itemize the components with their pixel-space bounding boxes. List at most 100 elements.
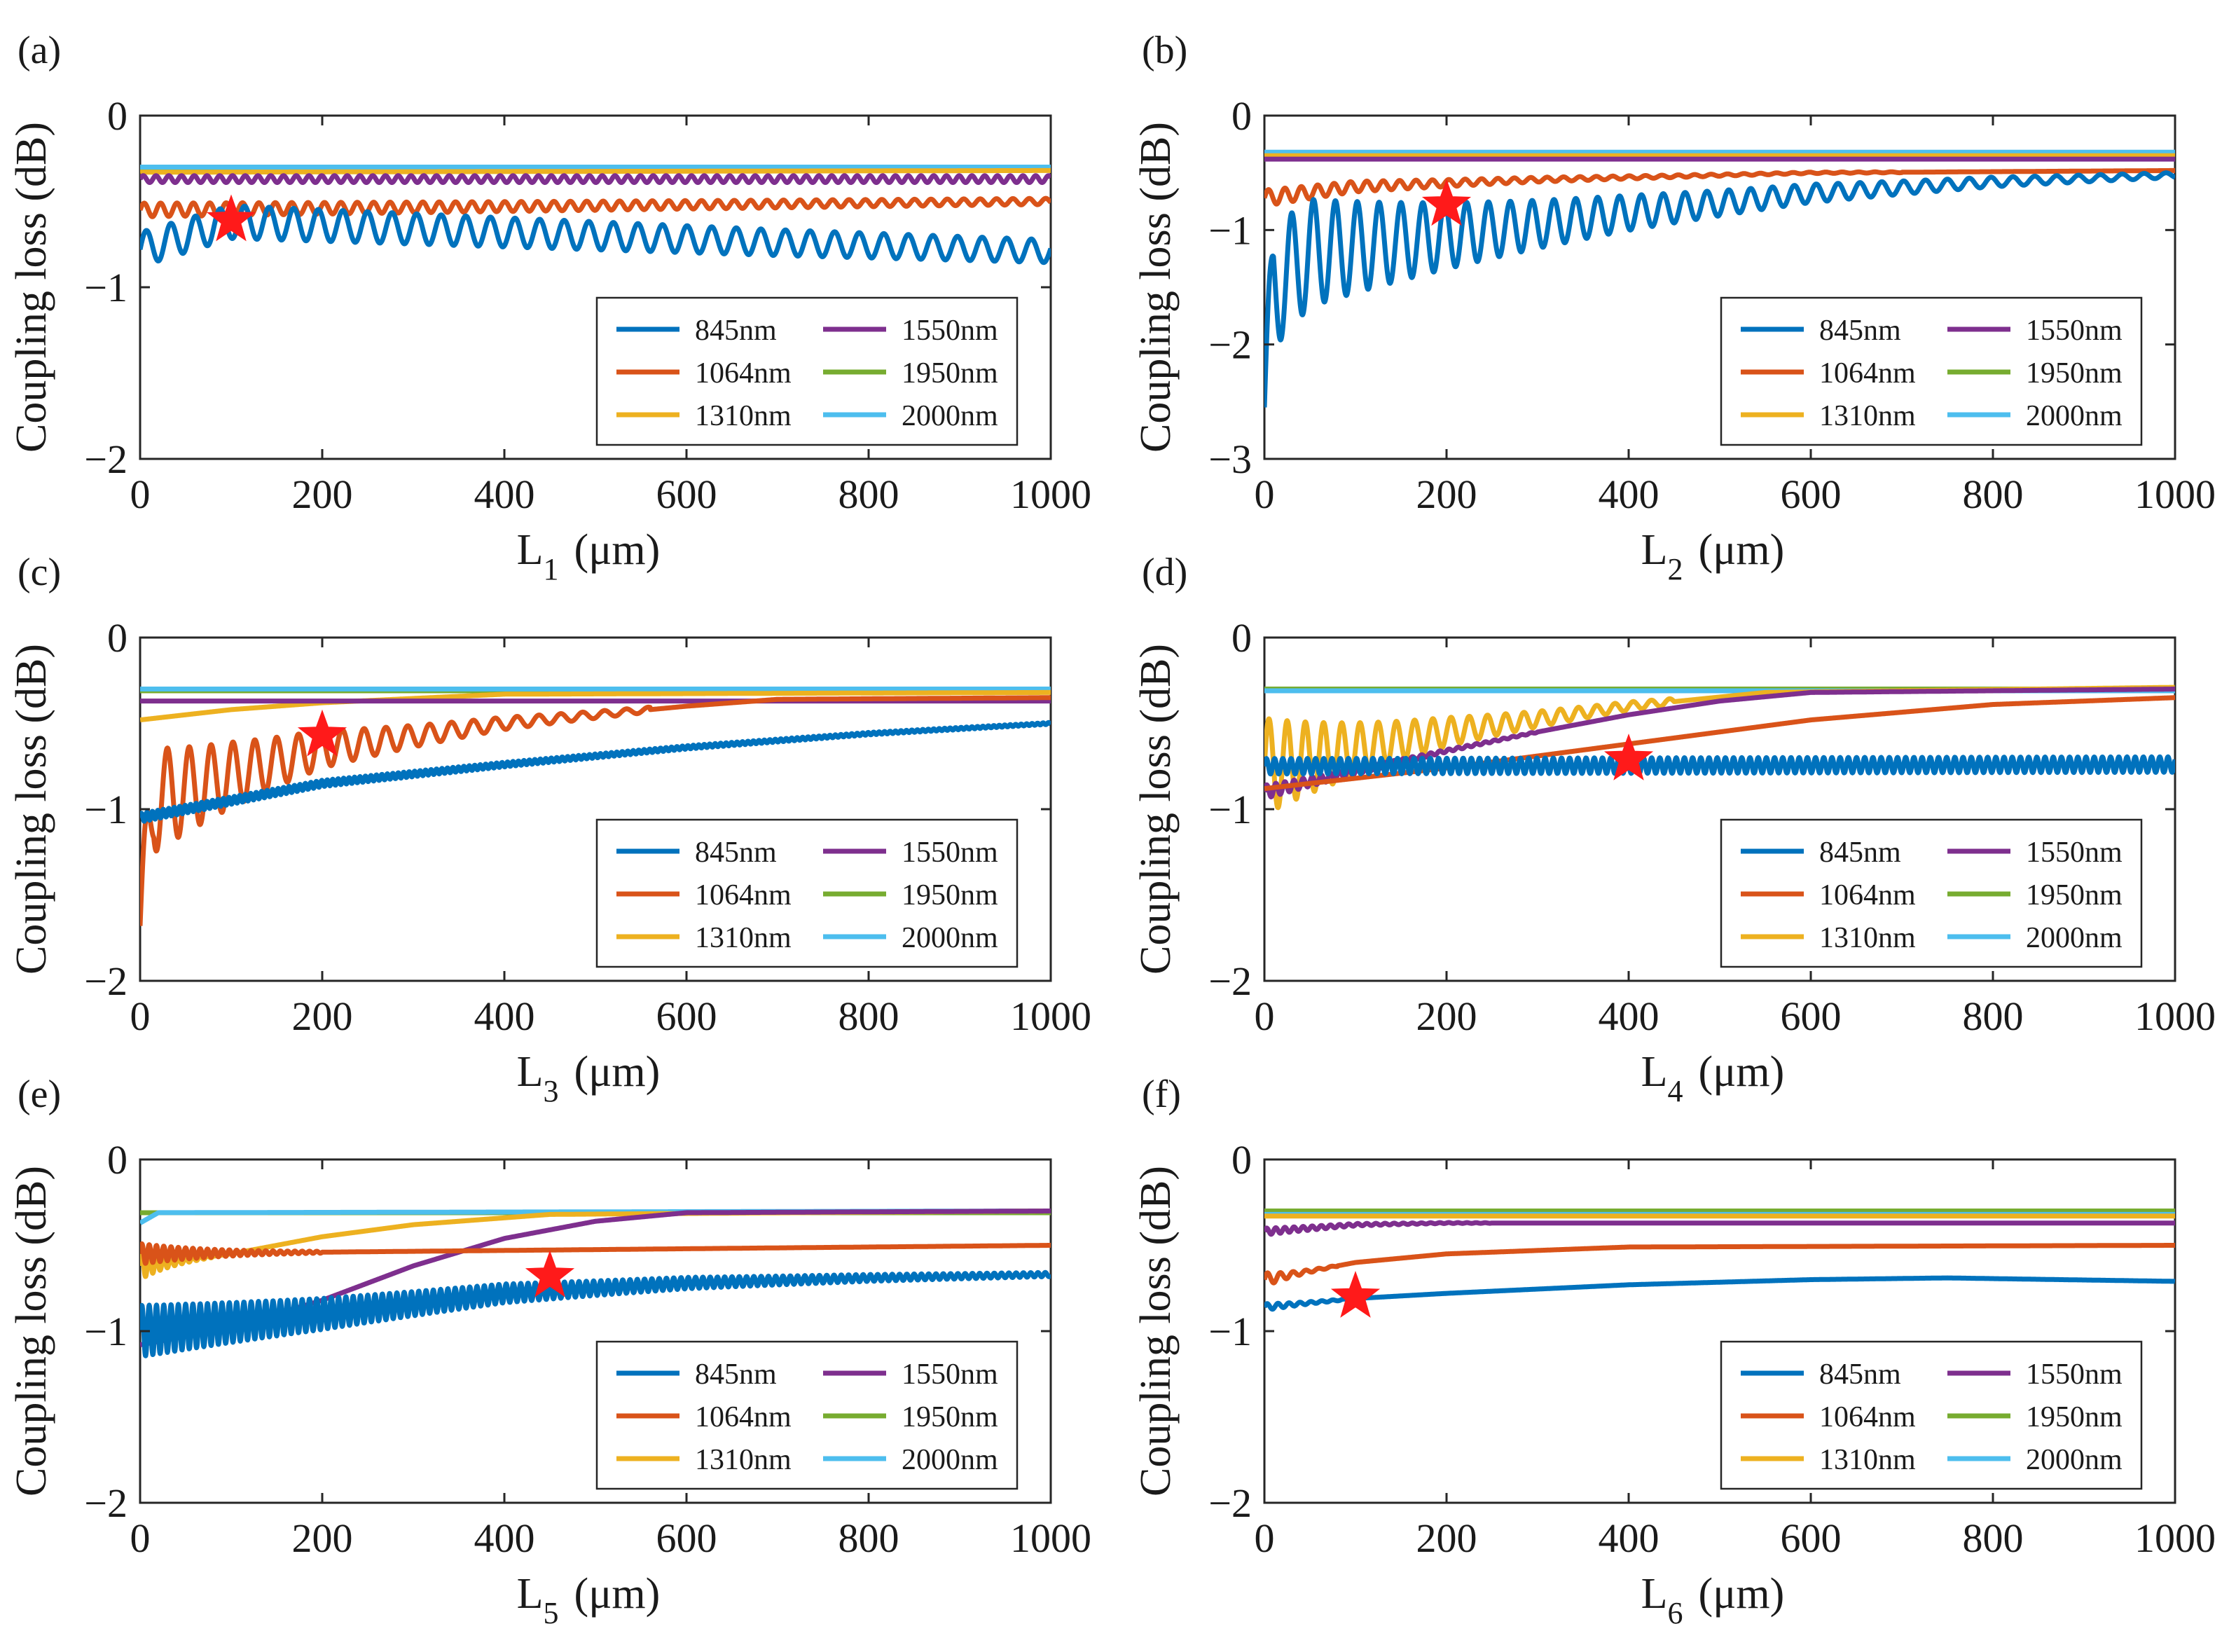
- x-tick-label: 800: [838, 1515, 899, 1561]
- series-line-1310nm: [140, 689, 1051, 723]
- x-tick-label: 0: [130, 471, 151, 517]
- legend-label-1550nm: 1550nm: [2026, 315, 2123, 347]
- x-tick-label: 600: [656, 471, 717, 517]
- x-axis-label-unit: (μm): [574, 1570, 661, 1618]
- legend-label-1550nm: 1550nm: [902, 315, 998, 347]
- legend-label-845nm: 845nm: [1819, 315, 1901, 347]
- chart-panel-b: (b) 0 200 400 600 800 1000 0 −1 −2 −3 Coupling loss…: [1132, 29, 2216, 586]
- x-tick-label: 800: [1963, 993, 2024, 1039]
- x-tick-label: 200: [1416, 1515, 1477, 1561]
- x-axis-label: L5 (μm): [517, 1570, 661, 1630]
- x-tick-label: 0: [130, 1515, 151, 1561]
- y-tick-label: 0: [107, 1137, 127, 1183]
- x-tick-label: 600: [1781, 993, 1842, 1039]
- x-tick-label: 200: [292, 471, 353, 517]
- plot-area: [1264, 1209, 2175, 1312]
- axes-frame: [1263, 114, 2176, 460]
- x-tick-label: 200: [292, 993, 353, 1039]
- x-axis-label: L2 (μm): [1641, 526, 1785, 586]
- legend-label-1950nm: 1950nm: [2026, 357, 2123, 390]
- y-tick-label: −1: [84, 1309, 127, 1354]
- y-axis-label: Coupling loss (dB): [8, 122, 55, 453]
- x-axis-label-unit: (μm): [1699, 1570, 1785, 1618]
- series-line-1064nm: [140, 195, 1051, 219]
- x-axis-label-unit: (μm): [574, 1048, 661, 1096]
- y-tick-label: −2: [1208, 958, 1252, 1004]
- x-tick-label: 400: [474, 993, 535, 1039]
- x-axis-label: L4 (μm): [1641, 1048, 1785, 1108]
- chart-panel-a: (a) 0 200 400 600 800 1000 0 −1 −2 Coupling loss (…: [8, 29, 1091, 586]
- x-tick-label: 200: [292, 1515, 353, 1561]
- y-tick-label: 0: [1231, 93, 1252, 139]
- x-tick-label: 600: [656, 993, 717, 1039]
- star-marker: [1330, 1271, 1381, 1318]
- x-tick-label: 400: [1599, 993, 1659, 1039]
- x-tick-label: 0: [1255, 1515, 1275, 1561]
- x-tick-label: 400: [474, 1515, 535, 1561]
- legend-label-1950nm: 1950nm: [902, 357, 998, 390]
- x-tick-label: 0: [130, 993, 151, 1039]
- legend-label-2000nm: 2000nm: [902, 1444, 998, 1476]
- legend-label-1064nm: 1064nm: [1819, 357, 1916, 390]
- x-tick-label: 1000: [1010, 993, 1091, 1039]
- legend-label-1310nm: 1310nm: [1819, 922, 1916, 954]
- y-tick-label: −2: [1208, 1480, 1252, 1526]
- x-axis-label-main: L: [1641, 1048, 1668, 1096]
- legend-label-1950nm: 1950nm: [902, 879, 998, 911]
- y-axis-label: Coupling loss (dB): [8, 1166, 55, 1496]
- x-tick-label: 0: [1255, 471, 1275, 517]
- x-axis-label-main: L: [1641, 1570, 1668, 1618]
- series-line-845nm: [140, 720, 1051, 824]
- legend-label-1550nm: 1550nm: [902, 837, 998, 869]
- chart-panel-f: (f) 0 200 400 600 800 1000 0 −1 −2 Coupling loss (…: [1132, 1073, 2216, 1630]
- legend-label-1950nm: 1950nm: [902, 1401, 998, 1433]
- x-axis-label-subscript: 6: [1668, 1596, 1683, 1630]
- panel-label: (a): [18, 29, 61, 72]
- x-tick-label: 600: [656, 1515, 717, 1561]
- legend-label-1310nm: 1310nm: [695, 400, 792, 432]
- series-line-845nm: [1264, 754, 2175, 777]
- star-marker: [1421, 179, 1472, 226]
- y-tick-label: 0: [1231, 615, 1252, 661]
- legend-label-1950nm: 1950nm: [2026, 1401, 2123, 1433]
- legend-label-2000nm: 2000nm: [2026, 922, 2123, 954]
- y-axis-label: Coupling loss (dB): [8, 644, 55, 975]
- x-axis-label-subscript: 5: [544, 1596, 559, 1630]
- x-tick-label: 400: [474, 471, 535, 517]
- x-axis-label-subscript: 4: [1668, 1074, 1683, 1108]
- series-line-1310nm: [1264, 684, 2175, 811]
- y-axis-label: Coupling loss (dB): [1132, 122, 1180, 453]
- series-line-845nm: [1264, 170, 2175, 408]
- legend-label-1064nm: 1064nm: [1819, 1401, 1916, 1433]
- legend-label-845nm: 845nm: [695, 1358, 777, 1391]
- y-axis-label: Coupling loss (dB): [1132, 644, 1180, 975]
- legend-label-2000nm: 2000nm: [2026, 400, 2123, 432]
- legend-label-1310nm: 1310nm: [695, 922, 792, 954]
- x-tick-label: 800: [1963, 1515, 2024, 1561]
- star-marker: [1603, 734, 1654, 780]
- y-tick-label: −1: [1208, 207, 1252, 253]
- x-axis-label: L3 (μm): [517, 1048, 661, 1108]
- x-axis-label-main: L: [1641, 526, 1668, 574]
- y-tick-label: 0: [1231, 1137, 1252, 1183]
- x-tick-label: 200: [1416, 993, 1477, 1039]
- chart-panel-c: (c) 0 200 400 600 800 1000 0 −1 −2 Coupling loss (…: [8, 551, 1091, 1108]
- x-tick-label: 800: [838, 471, 899, 517]
- x-tick-label: 400: [1599, 1515, 1659, 1561]
- x-tick-label: 600: [1781, 471, 1842, 517]
- y-tick-label: −1: [84, 265, 127, 310]
- legend-label-1064nm: 1064nm: [695, 1401, 792, 1433]
- x-axis-label: L1 (μm): [517, 526, 661, 586]
- series-line-1550nm: [140, 173, 1051, 185]
- x-axis-label-unit: (μm): [574, 526, 661, 574]
- panel-label: (b): [1142, 29, 1187, 72]
- plot-area: [1264, 684, 2175, 811]
- panel-label: (c): [18, 551, 61, 594]
- x-axis-label-subscript: 3: [544, 1074, 559, 1108]
- x-axis-label-subscript: 1: [544, 552, 559, 586]
- x-tick-label: 200: [1416, 471, 1477, 517]
- legend-label-1064nm: 1064nm: [695, 357, 792, 390]
- y-tick-label: −2: [1208, 322, 1252, 368]
- x-tick-label: 400: [1599, 471, 1659, 517]
- star-marker: [206, 194, 256, 242]
